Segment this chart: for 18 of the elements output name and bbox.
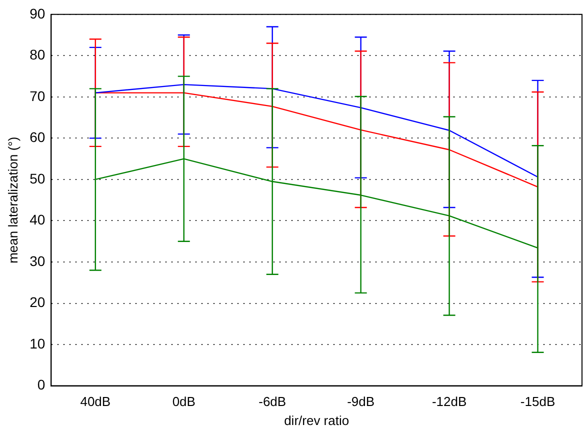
y-tick-label: 0 bbox=[37, 376, 46, 393]
x-tick-label: -15dB bbox=[520, 394, 556, 410]
y-tick-label: 50 bbox=[30, 170, 46, 186]
y-tick-label: 30 bbox=[30, 252, 46, 269]
y-tick-label: 80 bbox=[30, 46, 46, 63]
x-tick-label: 40dB bbox=[80, 394, 111, 410]
x-axis-title: dir/rev ratio bbox=[284, 412, 350, 428]
y-tick-label: 10 bbox=[30, 335, 46, 352]
y-tick-label: 40 bbox=[30, 212, 46, 228]
y-axis-title: mean lateralization (°) bbox=[5, 136, 20, 264]
y-tick-label: 60 bbox=[30, 129, 46, 146]
y-tick-label: 20 bbox=[30, 294, 46, 310]
y-tick-label: 90 bbox=[30, 5, 46, 22]
y-tick-label: 70 bbox=[30, 88, 46, 104]
x-tick-label: 0dB bbox=[172, 394, 196, 410]
x-tick-label: -12dB bbox=[432, 394, 467, 410]
x-tick-label: -9dB bbox=[347, 394, 375, 410]
x-tick-label: -6dB bbox=[258, 394, 286, 410]
